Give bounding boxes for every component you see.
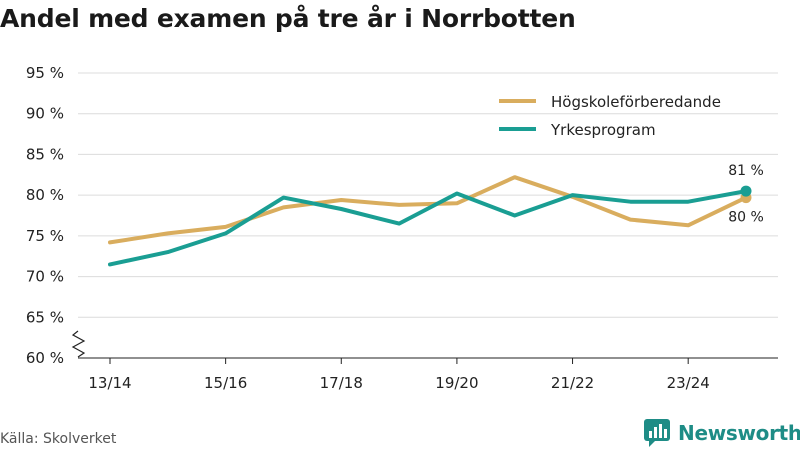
series-line: [108, 189, 748, 267]
x-axis-tick-labels: 13/14 15/16 17/18 19/20 21/22 23/24: [88, 374, 709, 392]
x-tick-label: 15/16: [204, 374, 247, 392]
y-tick-label: 70 %: [26, 268, 64, 286]
series-lines: [108, 175, 752, 267]
y-axis-tick-labels: 60 % 65 % 70 % 75 % 80 % 85 % 90 % 95 %: [26, 64, 64, 367]
bar-chart-logo-icon: [644, 419, 670, 447]
brand-logo: Newsworthy: [644, 419, 800, 447]
series-line: [108, 175, 748, 245]
x-tick-label: 13/14: [88, 374, 131, 392]
legend: Högskoleförberedande Yrkesprogram: [499, 93, 721, 139]
series-end-label: 81 %: [728, 163, 764, 179]
legend-label: Yrkesprogram: [550, 121, 656, 139]
y-tick-label: 80 %: [26, 186, 64, 204]
brand-name: Newsworthy: [678, 421, 800, 445]
x-tick-label: 21/22: [551, 374, 594, 392]
source-note: Källa: Skolverket: [0, 431, 117, 447]
series-end-label: 80 %: [728, 210, 764, 226]
x-tick-label: 23/24: [667, 374, 710, 392]
x-axis: [71, 330, 778, 364]
y-tick-label: 95 %: [26, 64, 64, 82]
line-chart: 60 % 65 % 70 % 75 % 80 % 85 % 90 % 95 % 13/14 15…: [26, 64, 778, 392]
series-end-point: [740, 185, 752, 197]
x-tick-label: 19/20: [435, 374, 478, 392]
gridlines: [78, 72, 778, 318]
y-tick-label: 60 %: [26, 349, 64, 367]
y-tick-label: 75 %: [26, 227, 64, 245]
axis-break-icon: [71, 330, 86, 358]
y-tick-label: 90 %: [26, 105, 64, 123]
chart-title: Andel med examen på tre år i Norrbotten: [0, 4, 576, 33]
y-tick-label: 85 %: [26, 145, 64, 163]
legend-label: Högskoleförberedande: [551, 93, 721, 111]
x-tick-label: 17/18: [320, 374, 363, 392]
y-tick-label: 65 %: [26, 308, 64, 326]
end-labels: 81 % 80 %: [728, 163, 764, 226]
